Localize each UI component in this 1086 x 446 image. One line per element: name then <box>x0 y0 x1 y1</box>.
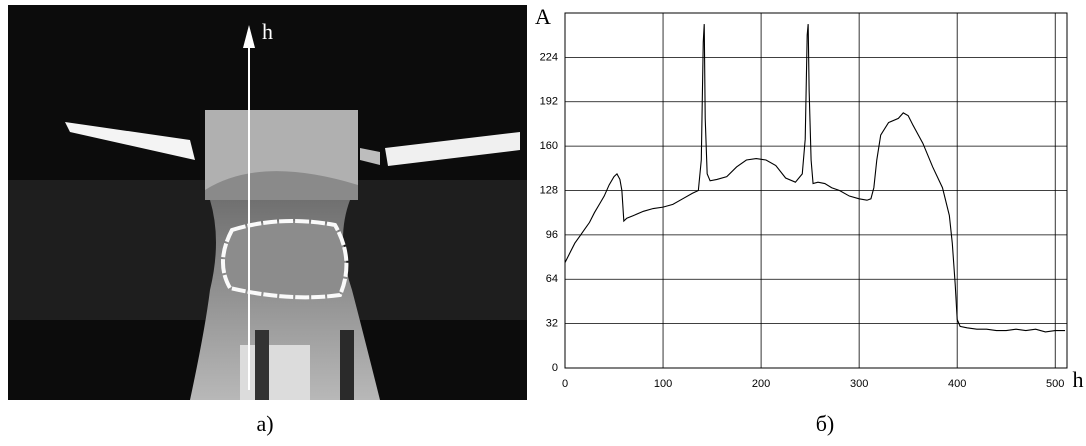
y-tick-label: 0 <box>552 362 558 374</box>
y-tick-label: 32 <box>546 318 558 330</box>
x-tick-label: 400 <box>948 378 966 390</box>
y-tick-label: 64 <box>546 273 558 285</box>
x-tick-label: 300 <box>850 378 868 390</box>
photo: h <box>8 5 527 400</box>
data-line <box>564 24 1066 333</box>
y-tick-label: 128 <box>540 184 558 196</box>
x-tick-label: 200 <box>752 378 770 390</box>
x-tick-label: 0 <box>562 378 568 390</box>
caption: б) <box>816 411 835 436</box>
y-axis-label: A <box>535 4 551 29</box>
caption: а) <box>256 411 273 436</box>
y-tick-label: 96 <box>546 229 558 241</box>
y-tick-label: 224 <box>540 51 558 63</box>
x-tick-label: 100 <box>654 378 672 390</box>
y-tick-label: 160 <box>540 140 558 152</box>
y-tick-label: 192 <box>540 96 558 108</box>
arrow-label: h <box>262 19 273 44</box>
x-axis-label: h <box>1073 367 1084 392</box>
x-tick-label: 500 <box>1046 378 1064 390</box>
